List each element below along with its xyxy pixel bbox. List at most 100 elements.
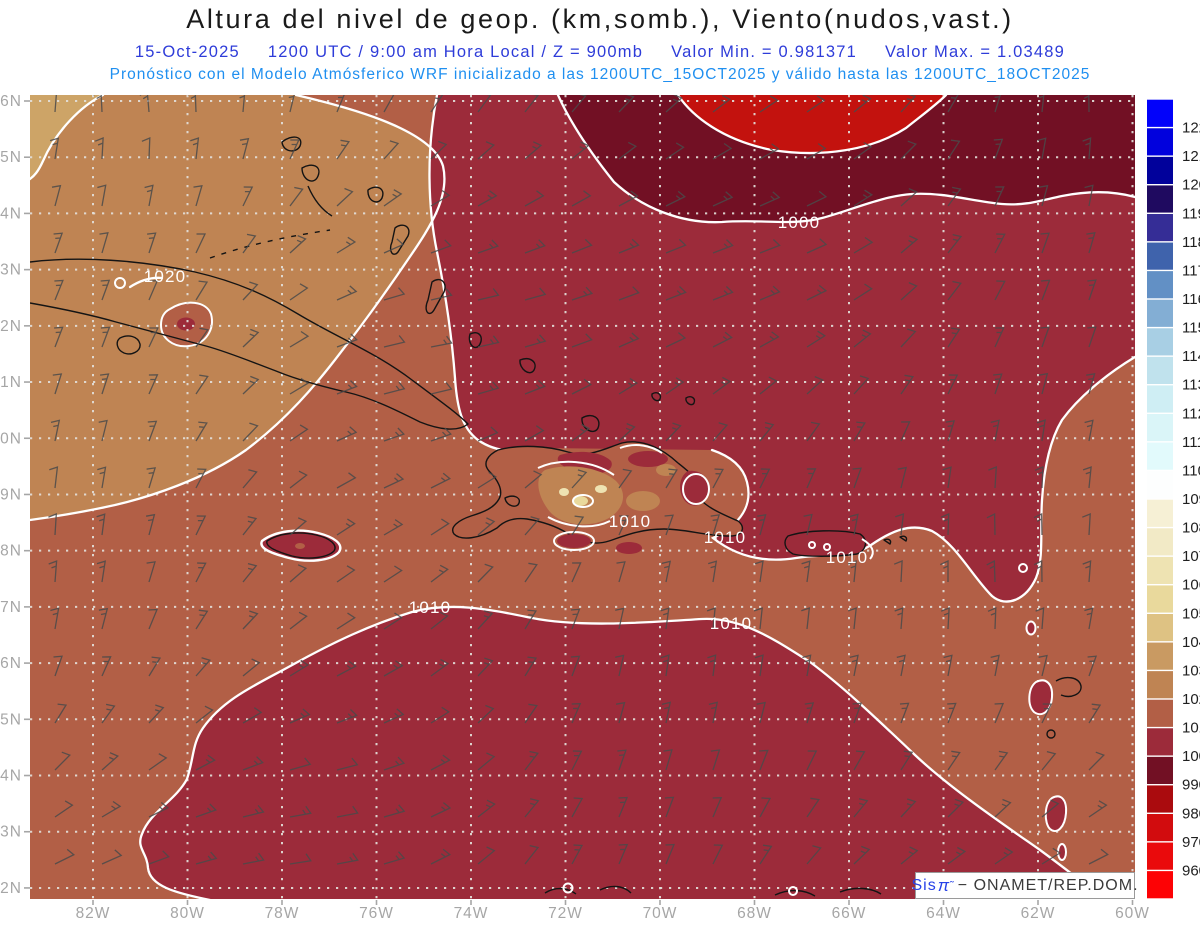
colorbar-segment — [1147, 728, 1173, 756]
colorbar-segment — [1147, 213, 1173, 242]
lon-tick-label: 72W — [548, 905, 583, 922]
contour-label: 1010 — [710, 614, 753, 633]
shading-band-990-1000 — [558, 95, 1135, 223]
colorbar-segment — [1147, 471, 1173, 499]
puerto-rico-island — [784, 530, 908, 560]
lon-tick-label: 64W — [926, 905, 961, 922]
colorbar-label: 960 — [1182, 862, 1200, 879]
run-info-line: 15-Oct-2025 1200 UTC / 9:00 am Hora Loca… — [0, 43, 1200, 62]
colorbar-segment — [1147, 271, 1173, 299]
lon-tick-label: 70W — [643, 905, 678, 922]
contour-label: 1000 — [778, 213, 821, 232]
colorbar-segment — [1147, 785, 1173, 813]
watermark-credit: − ONAMET/REP.DOM. — [957, 876, 1139, 894]
shading-band-1000-1010-south — [140, 606, 1103, 899]
lon-tick-label: 76W — [359, 905, 394, 922]
colorbar-segment — [1147, 156, 1173, 185]
pocket-core — [177, 317, 195, 331]
lat-tick-label: 14N — [0, 768, 22, 785]
contour-label: 1010 — [609, 512, 652, 531]
colorbar-label: 1140 — [1182, 348, 1200, 365]
colorbar-label: 1190 — [1182, 205, 1200, 222]
wind-barbs — [48, 95, 1109, 865]
cuba-coastline — [30, 258, 469, 430]
lat-tick-label: 13N — [0, 824, 22, 841]
colorbar-label: 1070 — [1182, 548, 1200, 565]
colorbar-label: 980 — [1182, 805, 1200, 822]
map-axes: 82W 80W 78W 76W 74W 72W 70W 68W 66W 64W 62W 60W 26N 2… — [0, 93, 1150, 922]
lon-tick-label: 60W — [1115, 905, 1150, 922]
lesser-antilles-islands — [1018, 563, 1082, 861]
colorbar-segment — [1147, 499, 1173, 527]
run-valid-time: 1200 UTC / 9:00 am Hora Local / Z = 900m… — [267, 43, 644, 61]
colorbar-segment — [1147, 99, 1173, 127]
colorbar-label: 990 — [1182, 777, 1200, 794]
run-date: 15-Oct-2025 — [134, 43, 240, 61]
colorbar-segment — [1147, 356, 1173, 385]
coastlines — [30, 136, 1002, 898]
colorbar-segment — [1147, 556, 1173, 585]
colorbar-segment — [1147, 813, 1173, 842]
lat-tick-label: 21N — [0, 374, 22, 391]
lat-tick-label: 16N — [0, 655, 22, 672]
lat-tick-label: 26N — [0, 93, 22, 110]
lon-tick-label: 80W — [170, 905, 205, 922]
colorbar-segment — [1147, 442, 1173, 470]
colorbar-label: 1200 — [1182, 177, 1200, 194]
shading-band-1020-1030 — [30, 95, 445, 520]
contour-label: 1010 — [704, 528, 747, 547]
lon-tick-label: 78W — [265, 905, 300, 922]
lat-tick-label: 25N — [0, 149, 22, 166]
onamet-watermark: Sis π ˜ − ONAMET/REP.DOM. — [911, 872, 1138, 899]
contour-label: 1020 — [144, 267, 187, 286]
colorbar-label: 1080 — [1182, 520, 1200, 537]
colorbar-label: 1020 — [1182, 691, 1200, 708]
lat-tick-label: 23N — [0, 262, 22, 279]
colorbar-segment — [1147, 871, 1173, 899]
colorbar-segment — [1147, 613, 1173, 642]
lon-tick-label: 66W — [832, 905, 867, 922]
lat-tick-label: 18N — [0, 543, 22, 560]
colorbar-legend: 1220 1210 1200 1190 1180 1170 1160 1150 1140 1130… — [1146, 98, 1200, 900]
colorbar-segment — [1147, 699, 1173, 727]
watermark-sis: Sis — [911, 876, 937, 894]
lat-tick-label: 17N — [0, 599, 22, 616]
colorbar-segment — [1147, 299, 1173, 327]
lon-tick-label: 62W — [1021, 905, 1056, 922]
colorbar-label: 1160 — [1182, 291, 1200, 308]
colorbar-segment — [1147, 756, 1173, 785]
lat-tick-label: 15N — [0, 711, 22, 728]
page-title: Altura del nivel de geop. (km,somb.), Vi… — [186, 4, 1014, 34]
colorbar-label: 970 — [1182, 834, 1200, 851]
colorbar-label: 1060 — [1182, 577, 1200, 594]
colorbar-label: 1090 — [1182, 491, 1200, 508]
shading-band-980-990 — [678, 95, 946, 154]
contour-value-labels: 1020 1000 1010 1010 1010 1010 1010 — [144, 213, 869, 633]
colorbar-label: 1180 — [1182, 234, 1200, 251]
colorbar-label: 1120 — [1182, 405, 1200, 422]
colorbar-label: 1130 — [1182, 377, 1200, 394]
contour-label: 1010 — [826, 548, 869, 567]
hispaniola-island — [452, 441, 744, 554]
colorbar-segment — [1147, 242, 1173, 270]
colorbar-segment — [1147, 585, 1173, 613]
lon-tick-label: 74W — [454, 905, 489, 922]
colorbar-segment — [1147, 642, 1173, 670]
value-max: Valor Max. = 1.03489 — [884, 43, 1066, 61]
colorbar-segment — [1147, 528, 1173, 556]
pi-icon: π — [937, 875, 951, 895]
colorbar-label: 1040 — [1182, 634, 1200, 651]
lat-tick-label: 22N — [0, 318, 22, 335]
contour-1020-ring — [114, 277, 126, 289]
colorbar-label: 1220 — [1182, 120, 1200, 137]
shading-band-1030-1040 — [30, 95, 103, 179]
lon-tick-label: 82W — [76, 905, 111, 922]
lat-tick-label: 12N — [0, 880, 22, 897]
colorbar-label: 1000 — [1182, 748, 1200, 765]
colorbar-label: 1010 — [1182, 720, 1200, 737]
lat-tick-label: 20N — [0, 430, 22, 447]
colorbar-segment — [1147, 671, 1173, 699]
